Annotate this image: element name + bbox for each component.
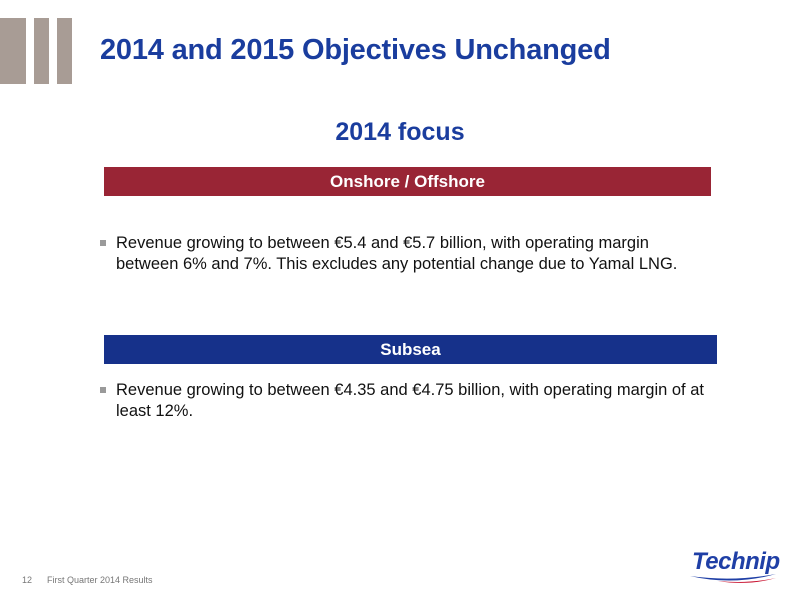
- section-heading: 2014 focus: [335, 118, 465, 146]
- onshore-offshore-band: Onshore / Offshore: [104, 167, 711, 196]
- page-number: 12: [22, 575, 33, 585]
- bullet-marker: [100, 240, 106, 246]
- decorative-bar: [57, 18, 72, 84]
- bullet-text: Revenue growing to between €5.4 and €5.7…: [116, 234, 678, 273]
- bullet-text: Revenue growing to between €4.35 and €4.…: [116, 381, 704, 420]
- decorative-bar: [34, 18, 49, 84]
- subsea-bullet: Revenue growing to between €4.35 and €4.…: [100, 380, 710, 422]
- logo-wordmark: Technip: [692, 548, 780, 575]
- subsea-band: Subsea: [104, 335, 717, 364]
- footer-label: First Quarter 2014 Results: [47, 575, 153, 585]
- logo-swoosh-icon: [690, 574, 776, 583]
- bullet-marker: [100, 387, 106, 393]
- decorative-bars: [0, 18, 72, 84]
- technip-logo: Technip: [688, 548, 780, 586]
- onshore-bullet: Revenue growing to between €5.4 and €5.7…: [100, 233, 710, 275]
- slide-title: 2014 and 2015 Objectives Unchanged: [100, 34, 611, 66]
- decorative-bar: [0, 18, 26, 84]
